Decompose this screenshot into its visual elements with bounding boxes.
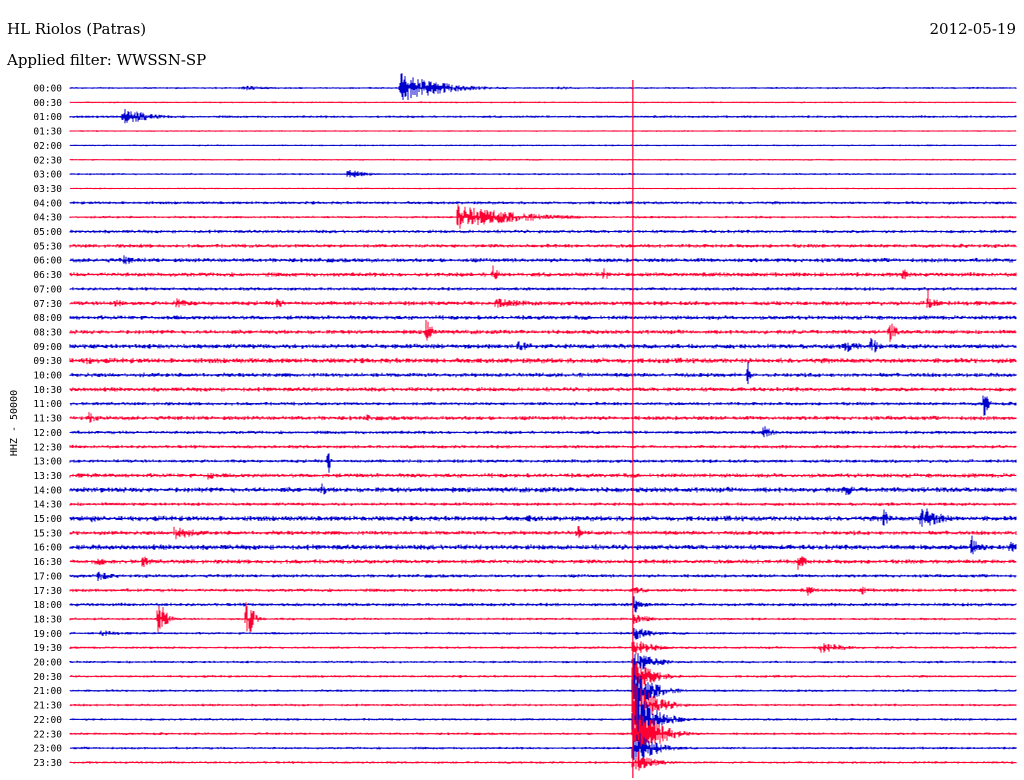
- trace-row-1300: [69, 453, 1017, 473]
- tick-label: 20:30: [33, 672, 62, 683]
- trace-row-1100: [69, 395, 1017, 416]
- tick-label: 17:30: [33, 586, 62, 597]
- trace-row-0430: [69, 204, 1017, 229]
- seismogram-traces: [69, 73, 1017, 778]
- tick-label: 00:30: [33, 98, 62, 109]
- tick-label: 22:00: [33, 715, 62, 726]
- trace-row-1000: [69, 362, 1017, 385]
- tick-label: 11:00: [33, 399, 62, 410]
- tick-label: 01:30: [33, 127, 62, 138]
- trace-row-0100: [69, 109, 1017, 124]
- tick-label: 09:00: [33, 342, 62, 353]
- tick-label: 04:00: [33, 198, 62, 209]
- tick-label: 06:00: [33, 256, 62, 267]
- tick-label: 13:30: [33, 471, 62, 482]
- applied-filter: Applied filter: WWSSN-SP: [7, 51, 207, 69]
- tick-label: 23:30: [33, 758, 62, 769]
- tick-label: 20:00: [33, 658, 62, 669]
- time-tick-labels: 00:00 00:30 01:00 01:30 02:00 02:30 03:00 03:30…: [33, 84, 62, 769]
- trace-row-0830: [69, 319, 1017, 342]
- tick-label: 23:00: [33, 744, 62, 755]
- tick-label: 18:00: [33, 600, 62, 611]
- tick-label: 18:30: [33, 614, 62, 625]
- trace-row-1600: [69, 535, 1017, 555]
- trace-row-1830: [69, 602, 1017, 632]
- tick-label: 10:00: [33, 371, 62, 382]
- tick-label: 12:00: [33, 428, 62, 439]
- trace-row-2230: [69, 697, 1017, 762]
- tick-label: 13:00: [33, 457, 62, 468]
- trace-row-1930: [69, 641, 1017, 658]
- tick-label: 07:30: [33, 299, 62, 310]
- trace-row-1630: [69, 556, 1017, 570]
- tick-label: 19:00: [33, 629, 62, 640]
- tick-label: 02:00: [33, 141, 62, 152]
- tick-label: 03:00: [33, 170, 62, 181]
- tick-label: 01:00: [33, 112, 62, 123]
- tick-label: 02:30: [33, 155, 62, 166]
- tick-label: 09:30: [33, 356, 62, 367]
- tick-label: 14:30: [33, 500, 62, 511]
- tick-label: 03:30: [33, 184, 62, 195]
- tick-label: 04:30: [33, 213, 62, 224]
- trace-row-2300: [69, 732, 1017, 760]
- tick-label: 16:30: [33, 557, 62, 568]
- record-date: 2012-05-19: [929, 20, 1016, 38]
- trace-row-0900: [69, 338, 1017, 353]
- station-title: HL Riolos (Patras): [7, 20, 147, 38]
- trace-row-1400: [69, 483, 1017, 495]
- tick-label: 17:00: [33, 571, 62, 582]
- y-axis-label: HHZ - 50000: [9, 390, 20, 456]
- tick-label: 15:30: [33, 528, 62, 539]
- trace-row-1500: [69, 508, 1017, 527]
- tick-label: 15:00: [33, 514, 62, 525]
- trace-row-2200: [69, 688, 1017, 744]
- trace-row-1330: [69, 472, 1017, 480]
- tick-label: 08:30: [33, 327, 62, 338]
- tick-label: 05:30: [33, 241, 62, 252]
- tick-label: 22:30: [33, 729, 62, 740]
- trace-row-0000: [69, 73, 1017, 100]
- trace-row-2000: [69, 653, 1017, 675]
- tick-label: 11:30: [33, 414, 62, 425]
- trace-row-0730: [69, 289, 1017, 309]
- trace-row-1730: [69, 586, 1017, 596]
- tick-label: 05:00: [33, 227, 62, 238]
- tick-label: 07:00: [33, 284, 62, 295]
- tick-label: 12:30: [33, 442, 62, 453]
- trace-row-1130: [69, 412, 1017, 423]
- tick-label: 21:30: [33, 701, 62, 712]
- tick-label: 16:00: [33, 543, 62, 554]
- trace-row-0630: [69, 265, 1017, 280]
- trace-row-1200: [69, 426, 1017, 438]
- tick-label: 10:30: [33, 385, 62, 396]
- tick-label: 08:00: [33, 313, 62, 324]
- tick-label: 00:00: [33, 84, 62, 95]
- tick-label: 21:00: [33, 686, 62, 697]
- tick-label: 19:30: [33, 643, 62, 654]
- tick-label: 14:00: [33, 485, 62, 496]
- tick-label: 06:30: [33, 270, 62, 281]
